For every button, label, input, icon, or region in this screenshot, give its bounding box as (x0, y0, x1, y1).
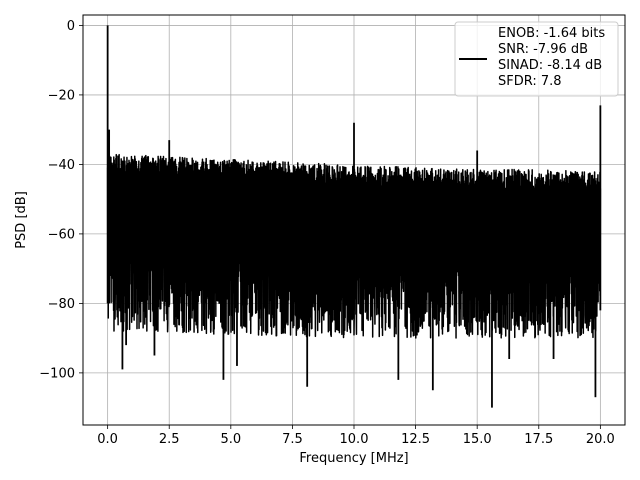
legend-line-text: ENOB: -1.64 bits (498, 26, 605, 41)
x-axis-ticks: 0.0 2.5 5.0 7.5 10.0 12.5 15.0 17.5 20.0 (97, 425, 615, 447)
y-tick-label: −40 (48, 158, 75, 173)
x-tick-label: 17.5 (524, 432, 553, 447)
x-tick-label: 7.5 (282, 432, 303, 447)
x-axis-label: Frequency [MHz] (299, 451, 408, 466)
y-axis-ticks: 0 −20 −40 −60 −80 −100 (39, 19, 83, 381)
legend-line-text: SNR: -7.96 dB (498, 42, 588, 57)
psd-noise-trace (106, 153, 602, 339)
x-tick-label: 12.5 (401, 432, 430, 447)
y-tick-label: −80 (48, 297, 75, 312)
y-tick-label: −20 (48, 88, 75, 103)
legend-line-text: SFDR: 7.8 (498, 74, 562, 89)
y-tick-label: −60 (48, 227, 75, 242)
x-tick-label: 0.0 (97, 432, 118, 447)
x-tick-label: 15.0 (463, 432, 492, 447)
x-tick-label: 2.5 (159, 432, 180, 447)
y-tick-label: 0 (67, 19, 75, 34)
y-axis-label: PSD [dB] (14, 191, 29, 249)
legend-box (454, 21, 619, 97)
legend: ENOB: -1.64 bits SNR: -7.96 dB SINAD: -8.1… (454, 21, 619, 97)
x-tick-label: 10.0 (340, 432, 369, 447)
y-tick-label: −100 (39, 366, 75, 381)
legend-line-text: SINAD: -8.14 dB (498, 58, 602, 73)
x-tick-label: 20.0 (586, 432, 615, 447)
x-tick-label: 5.0 (220, 432, 241, 447)
psd-series (106, 25, 602, 408)
legend-label: ENOB: -1.64 bits SNR: -7.96 dB SINAD: -8.1… (498, 26, 605, 89)
